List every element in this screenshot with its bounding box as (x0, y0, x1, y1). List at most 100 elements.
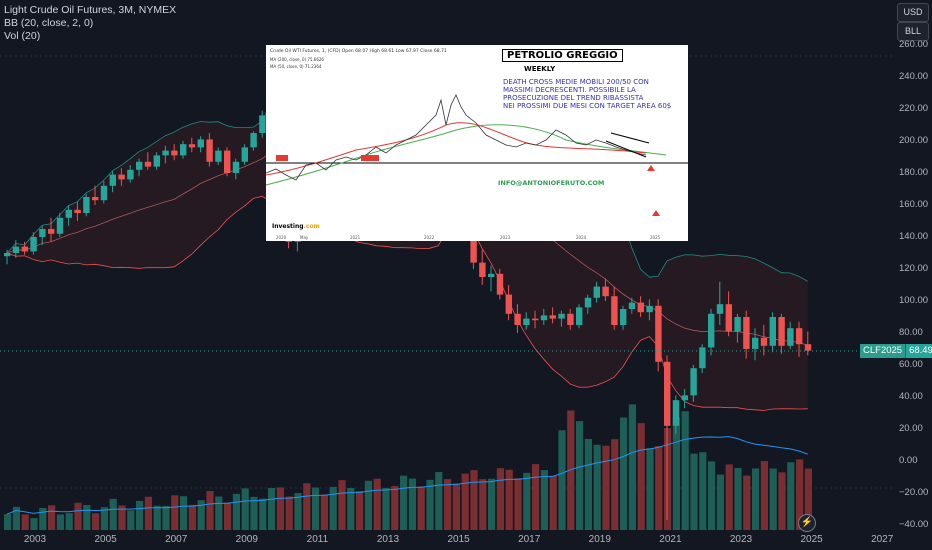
candle-body (12, 246, 20, 253)
volume-bar (752, 468, 760, 530)
volume-bar (136, 500, 144, 530)
volume-bar (664, 428, 672, 530)
x-tick-label: 2017 (518, 534, 541, 545)
candle-body (74, 209, 81, 213)
candle-body (716, 304, 724, 314)
band-fill (7, 83, 808, 411)
candle-body (188, 144, 196, 148)
price-tag-symbol: CLF2025 (860, 344, 907, 358)
volume-bar (162, 505, 170, 530)
volume-bar (611, 439, 619, 530)
volume-bar (488, 478, 496, 530)
candle-body (171, 150, 178, 156)
volume-bar (567, 410, 575, 530)
candle-body (655, 305, 662, 362)
volume-bar (206, 490, 214, 530)
volume-bar (690, 453, 698, 530)
volume-bar (787, 462, 795, 530)
candle-body (664, 361, 671, 426)
candle-body (681, 395, 688, 401)
volume-bar (549, 475, 557, 530)
inset-note-2: MASSIMI DECRESCENTI. POSSIBILE LA (503, 86, 636, 94)
volume-bar (329, 486, 337, 530)
volume-bar (347, 487, 355, 530)
volume-bar (56, 514, 64, 530)
candle-body (672, 400, 680, 426)
candle-body (241, 147, 248, 162)
volume-bar (681, 411, 689, 530)
volume-indicator-line[interactable]: Vol (20) (4, 30, 41, 42)
inset-header: Crude Oil WTI Futures, 1, (CFD) Open 68.… (270, 49, 447, 54)
candle-body (496, 273, 504, 295)
volume-bar (540, 470, 548, 530)
x-tick-label: 2005 (94, 534, 117, 545)
volume-bar (523, 472, 531, 530)
x-tick-label: 2009 (235, 534, 258, 545)
candle-body (83, 197, 90, 213)
inset-ma-line-2: MA (50, close, 0) 71.2364 (270, 64, 322, 69)
volume-bar (312, 487, 320, 530)
candle-body (804, 344, 812, 351)
volume-bar (241, 488, 249, 530)
volume-bar (215, 496, 223, 530)
candle-body (232, 161, 240, 173)
volume-bar (620, 417, 628, 530)
x-tick-label: 2019 (588, 534, 611, 545)
volume-bar (725, 464, 733, 530)
volume-bar (646, 448, 654, 530)
y-tick-label: 80.00 (899, 327, 923, 338)
inset-ma200 (266, 124, 667, 186)
candle-body (708, 313, 715, 348)
volume-bar (127, 510, 135, 530)
y-tick-label: 60.00 (899, 359, 923, 370)
volume-ma (6, 436, 808, 515)
candle-body (646, 305, 653, 313)
candle-body (602, 286, 609, 297)
inset-email: INFO@ANTONIOFERUTO.COM (498, 179, 605, 187)
bolt-icon[interactable]: ⚡ (798, 514, 816, 532)
y-tick-label: 180.00 (899, 167, 929, 178)
volume-unit[interactable]: BLL (897, 22, 929, 41)
volume-bar (338, 480, 346, 530)
candle-body (259, 115, 266, 133)
inset-marker (276, 155, 288, 161)
y-tick-label: −40.00 (899, 519, 929, 530)
inset-title: PETROLIO GREGGIO (502, 49, 623, 62)
y-tick-label: 260.00 (899, 39, 929, 50)
volume-bar (153, 505, 161, 530)
volume-bar (532, 464, 540, 530)
inset-ma-line-1: MA (200, close, 0) 75.6626 (270, 57, 324, 62)
volume-bar (576, 421, 584, 530)
bb-indicator-line[interactable]: BB (20, close, 2, 0) (4, 17, 94, 29)
candle-body (584, 297, 592, 308)
inset-brand: Investing.com (272, 223, 320, 230)
volume-bar (716, 474, 724, 530)
y-tick-label: 20.00 (899, 423, 923, 434)
candle-body (558, 313, 565, 319)
volume-bar (417, 486, 425, 530)
volume-bar (65, 513, 73, 530)
symbol-line[interactable]: Light Crude Oil Futures, 3M, NYMEX (4, 4, 177, 16)
volume-bar (400, 475, 408, 530)
volume-bar (364, 480, 372, 530)
candle-body (778, 317, 785, 346)
volume-bar (558, 430, 566, 530)
volume-bar (584, 438, 592, 530)
volume-bar (496, 468, 504, 530)
price-tag-value: 68.49 (906, 344, 932, 358)
volume-bar (602, 445, 610, 530)
candle-body (162, 150, 169, 156)
lower-band-line (6, 195, 808, 411)
currency-unit[interactable]: USD (897, 3, 929, 22)
candle-body (109, 174, 116, 186)
volume-bar (461, 473, 469, 530)
volume-bar (232, 493, 240, 530)
volume-bar (294, 493, 302, 530)
volume-bar (39, 507, 47, 530)
candle-body (505, 294, 512, 314)
candle-body (576, 307, 583, 325)
volume-bar (92, 513, 100, 530)
volume-bar (109, 498, 117, 530)
inset-plot (266, 94, 688, 216)
